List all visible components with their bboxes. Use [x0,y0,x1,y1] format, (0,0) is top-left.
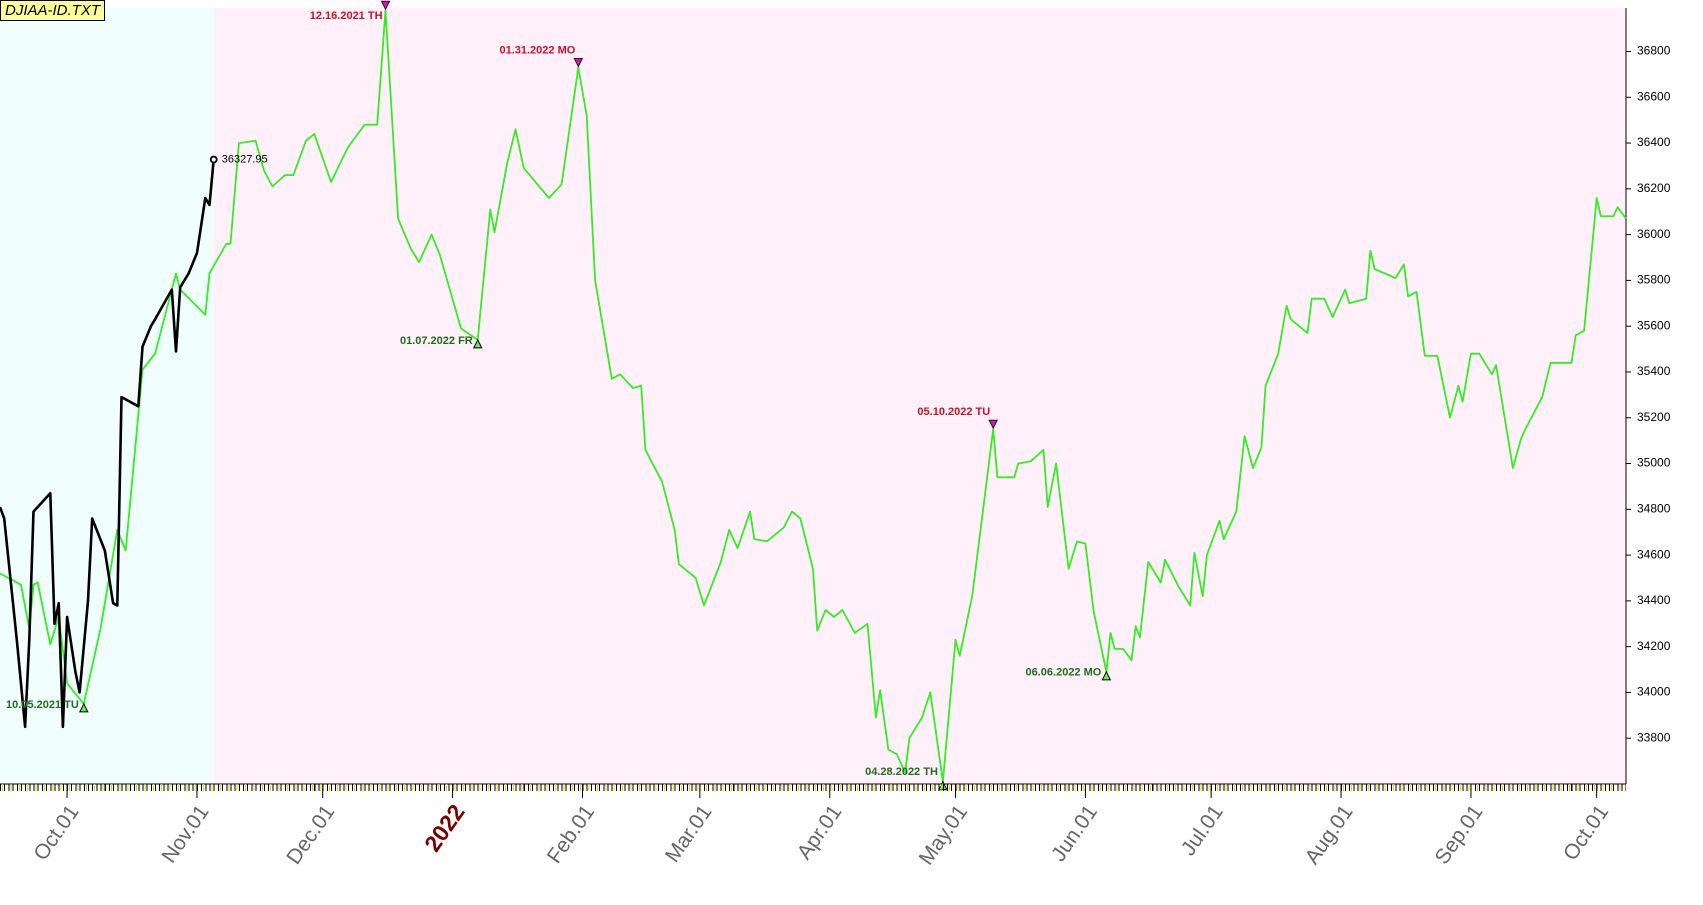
y-tick-label: 34200 [1637,639,1671,653]
y-tick-label: 35200 [1637,410,1671,424]
y-tick-label: 36400 [1637,135,1671,149]
x-tick-label: Jul.01 [1177,801,1228,860]
projection-zone [213,8,1626,784]
y-tick-label: 35400 [1637,364,1671,378]
x-tick-label: Dec.01 [282,801,339,869]
x-tick-label: May.01 [915,801,972,869]
turning-label: 01.31.2022 MO [499,44,575,56]
x-tick-label: Sep.01 [1431,801,1488,869]
turning-marker [1101,670,1112,681]
y-tick-label: 35600 [1637,318,1671,332]
x-tick-label: Aug.01 [1301,801,1358,869]
turning-marker [573,58,584,68]
x-tick-label: Nov.01 [157,801,213,867]
x-tick-label: 2022 [419,799,470,856]
turning-label: 05.10.2022 TU [917,406,990,418]
turning-label: 04.28.2022 TH [865,766,938,778]
y-tick-label: 36600 [1637,89,1671,103]
y-tick-label: 34000 [1637,685,1671,699]
turning-marker [988,419,999,430]
chart-title: DJIAA-ID.TXT [0,0,106,21]
turning-marker [79,702,89,713]
turning-label: 12.16.2021 TH [310,10,383,22]
x-axis-minor-ticks [0,784,1626,791]
x-tick-label: Oct.01 [1559,801,1613,865]
last-point [209,155,218,164]
turning-marker [380,0,391,11]
series-line [0,159,215,729]
y-tick-label: 34400 [1637,593,1671,607]
y-tick-label: 34800 [1637,501,1671,515]
y-tick-label: 36200 [1637,181,1671,195]
y-tick-label: 36800 [1637,44,1671,58]
x-tick-label: Apr.01 [793,801,847,864]
actual-zone [0,8,214,784]
x-tick-label: Mar.01 [661,801,717,867]
turning-label: 10.05.2021 TU [6,699,79,711]
x-tick-label: Jun.01 [1047,801,1102,866]
turning-label: 01.07.2022 FR [400,335,473,347]
turning-label: 06.06.2022 MO [1026,667,1102,679]
y-tick-label: 35000 [1637,456,1671,470]
y-tick-label: 33800 [1637,730,1671,744]
y-tick-label: 36000 [1637,227,1671,241]
value-label: 36327.95 [222,153,268,165]
x-tick-label: Feb.01 [543,801,599,868]
y-tick-label: 35800 [1637,273,1671,287]
series-line [0,9,1627,783]
turning-marker [472,338,483,349]
x-tick-label: Oct.01 [29,801,83,865]
y-tick-label: 34600 [1637,547,1671,561]
